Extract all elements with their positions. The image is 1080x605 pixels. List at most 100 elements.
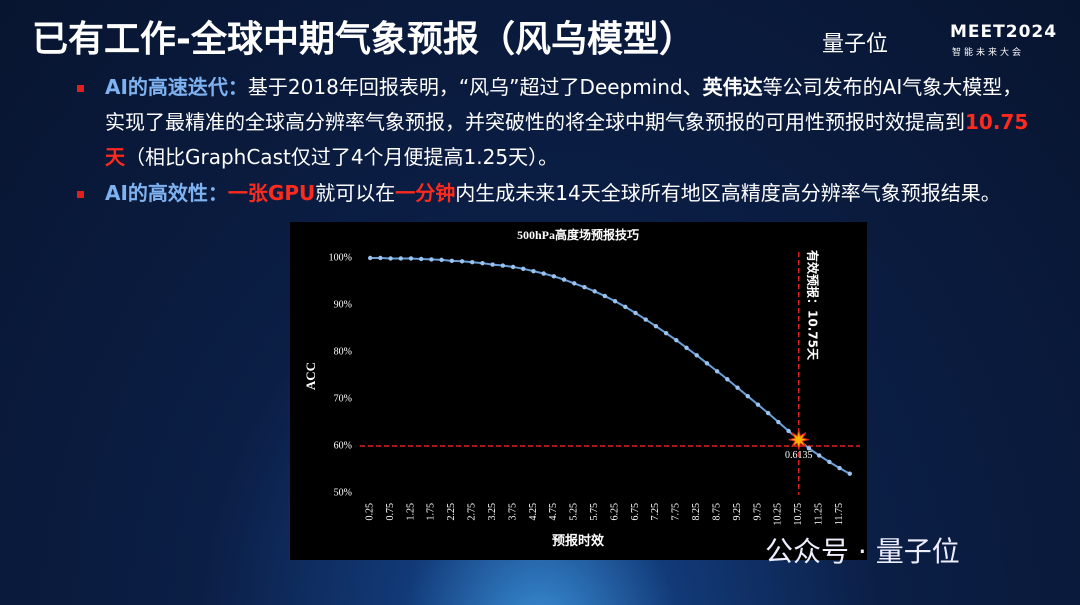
x-tick-label: 3.75 <box>507 503 518 521</box>
point <box>429 257 434 262</box>
point <box>378 255 383 261</box>
text: 一张GPU <box>227 181 316 205</box>
point <box>765 410 771 416</box>
point <box>755 402 761 407</box>
y-label: ACC <box>303 362 318 390</box>
point <box>602 293 608 299</box>
y-tick-label: 60% <box>334 440 352 451</box>
title: 已有工作-全球中期气象预报（风乌模型） <box>32 19 695 60</box>
point <box>663 331 669 336</box>
point <box>816 453 822 458</box>
point <box>490 262 495 267</box>
point <box>439 257 444 263</box>
x-label: 预报时效 <box>552 533 605 548</box>
point <box>633 310 638 316</box>
point <box>735 385 740 390</box>
point <box>449 258 455 264</box>
point <box>470 260 475 265</box>
text: （相比GraphCast仅过了4个月便提高1.25天）。 <box>125 145 559 169</box>
point <box>653 323 659 329</box>
x-tick-label: 6.25 <box>609 503 620 521</box>
point <box>725 377 730 382</box>
y-tick-label: 80% <box>334 346 352 357</box>
x-tick-label: 1.75 <box>426 503 437 521</box>
point <box>459 259 465 264</box>
point <box>368 255 373 261</box>
point <box>541 271 546 276</box>
x-tick-label: 10.75 <box>793 503 804 526</box>
point <box>419 256 424 262</box>
bullet: AI的高效性：一张GPU就可以在一分钟内生成未来14天全球所有地区高精度高分辨率… <box>77 176 1040 211</box>
point <box>500 263 506 268</box>
point <box>480 260 485 266</box>
point <box>388 256 393 261</box>
x-tick-label: 4.75 <box>548 503 559 521</box>
text: 内生成未来14天全球所有地区高精度高分辨率气象预报结果。 <box>455 181 1001 205</box>
point <box>684 345 689 350</box>
point <box>694 353 699 358</box>
point <box>745 393 750 399</box>
text: 基于2018年回报表明，“风乌”超过了Deepmind、 <box>247 75 703 99</box>
point <box>582 284 587 290</box>
chart: 500hPa高度场预报技巧 预报时效 ACC 50% 60% 70% 80% 90% 10… <box>290 222 867 560</box>
x-tick-label: 5.25 <box>569 503 580 521</box>
x-tick-label: 6.75 <box>630 503 641 521</box>
text: AI的高效性： <box>105 181 228 205</box>
x-tick-label: 2.25 <box>446 503 457 521</box>
text: 等公司发布的AI气象大模型，实现了最精准的全球高分辨率气象预报，并突破性的将全球… <box>105 75 1023 134</box>
point <box>531 268 536 274</box>
point <box>408 256 414 261</box>
text: 一分钟 <box>395 181 456 205</box>
x-tick-label: 7.25 <box>650 503 661 521</box>
x-tick-label: 7.75 <box>671 503 682 521</box>
text: 10.75天 <box>105 110 1029 169</box>
star <box>788 429 809 450</box>
threshold-label: 有效预报：10.75天 <box>805 250 820 361</box>
series-line <box>370 257 851 475</box>
point <box>623 304 628 310</box>
point <box>786 428 791 434</box>
point <box>847 471 852 476</box>
point-label: 0.6135 <box>785 450 813 461</box>
chart-title: 500hPa高度场预报技巧 <box>517 227 639 242</box>
x-tick-label: 0.75 <box>385 503 396 521</box>
x-tick-label: 4.25 <box>528 503 539 521</box>
point <box>521 266 526 272</box>
point <box>510 264 516 270</box>
x-tick-label: 8.75 <box>711 503 722 521</box>
bullet: AI的高速迭代：基于2018年回报表明，“风乌”超过了Deepmind、英伟达等… <box>77 70 1040 175</box>
x-tick-label: 11.75 <box>834 503 845 525</box>
text: 英伟达 <box>702 75 763 99</box>
text: 就可以在 <box>315 181 396 205</box>
y-tick-label: 50% <box>334 487 352 498</box>
x-tick-label: 3.25 <box>487 503 498 521</box>
point <box>776 419 781 425</box>
point <box>643 317 648 322</box>
point <box>827 459 832 465</box>
event-sub: 智能未来大会 <box>952 48 1025 58</box>
point <box>806 446 812 451</box>
x-tick-label: 10.25 <box>773 503 784 526</box>
x-tick-label: 0.25 <box>365 503 376 521</box>
x-tick-label: 11.25 <box>813 503 824 525</box>
point <box>572 281 577 286</box>
x-tick-label: 5.75 <box>589 503 600 521</box>
point <box>714 369 720 374</box>
point <box>561 277 567 282</box>
watermark: 公众号 · 量子位 <box>765 535 960 568</box>
point <box>592 289 597 294</box>
point <box>837 465 842 471</box>
y-tick-label: 90% <box>334 299 352 310</box>
y-tick-label: 70% <box>334 393 352 404</box>
x-tick-label: 1.25 <box>405 503 416 521</box>
x-tick-label: 2.75 <box>467 503 478 521</box>
x-tick-label: 8.25 <box>691 503 702 521</box>
logo: 量子位 <box>822 32 889 57</box>
point <box>612 299 618 304</box>
text: AI的高速迭代： <box>105 75 248 99</box>
point <box>674 338 679 343</box>
event: MEET2024 <box>950 22 1058 42</box>
x-tick-label: 9.25 <box>732 503 743 521</box>
point <box>551 274 557 279</box>
